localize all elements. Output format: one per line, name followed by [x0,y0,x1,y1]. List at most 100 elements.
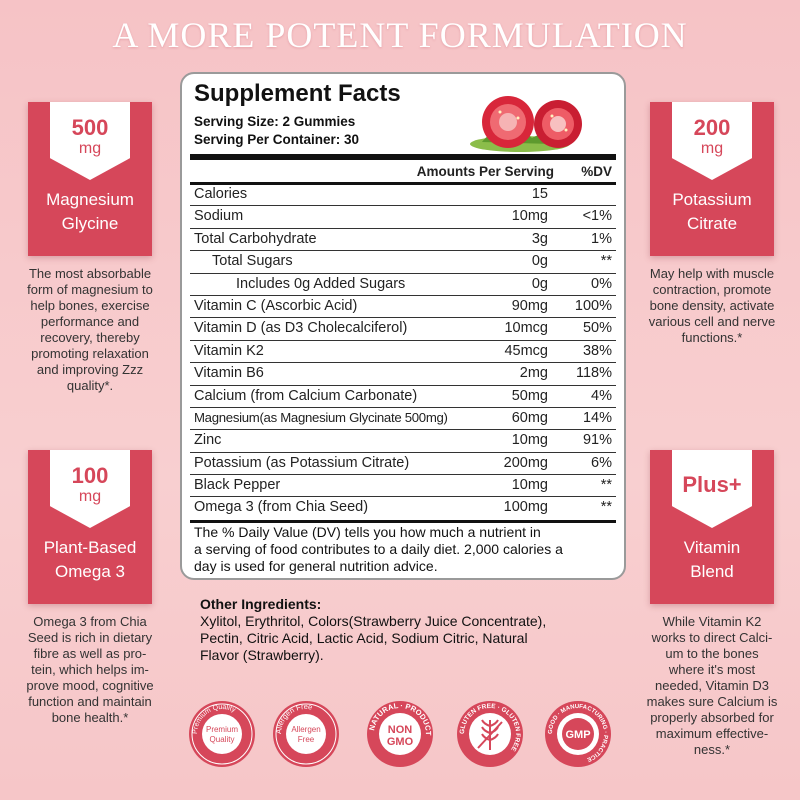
nutrient-dv: 118% [575,365,612,382]
facts-divider [190,182,616,185]
nutrient-name: Potassium (as Potassium Citrate) [194,454,410,471]
nutrient-name: Magnesium(as Magnesium Glycinate 500mg) [194,409,448,425]
badge-center-text: GMO [387,736,414,748]
facts-row: Vitamin K2 45mcg 38% [190,341,616,364]
facts-row: Calcium (from Calcium Carbonate) 50mg 4% [190,386,616,408]
nutrient-dv: 91% [582,432,612,449]
dose-unit: mg [78,488,102,505]
dv-header: %DV [581,164,612,179]
facts-row: Magnesium(as Magnesium Glycinate 500mg) 6… [190,408,616,431]
servings-per-container: Serving Per Container: 30 [194,132,360,147]
card-title-line-2: Omega 3 [55,562,125,581]
wheat-icon [477,719,503,750]
nutrient-name: Vitamin K2 [194,342,264,359]
desc-line: function and maintain [28,694,152,709]
card-description: The most absorbable form of magnesium to… [18,266,162,394]
allergen-free-badge: Allergen Free Allergen Free [273,701,339,767]
dose-number: 100 [71,463,109,488]
desc-line: May help with muscle [649,266,775,281]
card-title: Potassium Citrate [650,188,774,236]
note-line: day is used for general nutrition advice… [194,558,438,574]
desc-line: promoting relaxation [31,346,149,361]
nutrient-name: Calories [194,186,248,202]
nutrient-name: Vitamin B6 [194,365,264,382]
nutrient-name: Includes 0g Added Sugars [236,275,406,292]
desc-line: works to direct Calci- [651,630,773,645]
nutrient-amount: 50mg [511,387,548,404]
nutrient-name: Calcium (from Calcium Carbonate) [194,387,418,404]
note-line: a serving of food contributes to a daily… [194,541,563,557]
desc-line: needed, Vitamin D3 [655,678,769,693]
nutrient-dv: 6% [591,454,612,471]
nutrient-dv: 4% [591,387,612,404]
facts-row: Total Carbohydrate 3g 1% [190,229,616,252]
card-title-line-1: Plant-Based [43,538,137,557]
facts-row: Vitamin D (as D3 Cholecalciferol) 10mcg 50… [190,318,616,341]
nutrient-name: Omega 3 (from Chia Seed) [194,499,369,516]
ingredients-line: Pectin, Citric Acid, Lactic Acid, Sodium… [200,630,528,646]
non-gmo-badge: NATURAL · PRODUCT NON GMO [367,701,433,767]
card-title: Magnesium Glycine [28,188,152,236]
desc-line: prove mood, cognitive [26,678,154,693]
desc-line: help bones, exercise [30,298,150,313]
nutrient-amount: 200mg [503,454,548,471]
facts-row: Total Sugars 0g ** [190,251,616,274]
facts-row: Black Pepper 10mg ** [190,475,616,498]
nutrient-dv: 0% [591,275,612,292]
desc-line: contraction, promote [652,282,772,297]
facts-divider [190,154,616,160]
badge-center-text: GMP [565,729,590,741]
page-headline: A MORE POTENT FORMULATION [112,15,688,55]
nutrient-name: Black Pepper [194,477,281,494]
nutrient-dv: 38% [582,342,612,359]
plus-label: Plus+ [682,472,742,497]
facts-row: Sodium 10mg <1% [190,206,616,229]
gluten-free-badge: GLUTEN FREE · GLUTEN FREE [457,701,523,767]
nutrient-name: Vitamin C (Ascorbic Acid) [194,297,358,314]
desc-line: tein, which helps im- [31,662,149,677]
card-title: Plant-Based Omega 3 [28,536,152,584]
card-title-line-2: Blend [690,562,734,581]
desc-line: Seed is rich in dietary [27,630,153,645]
desc-line: functions.* [681,330,743,345]
desc-line: maximum effective- [655,726,769,741]
card-title-line-1: Potassium [672,190,752,209]
facts-rows: Calories 15 Sodium 10mg <1% Total Carbohydr… [190,184,616,520]
desc-line: The most absorbable [28,266,152,281]
nutrient-name: Total Carbohydrate [194,230,317,247]
card-vitamin-blend: Plus+ Vitamin Blend [650,450,774,604]
dose-unit: mg [700,140,724,157]
desc-line: performance and [40,314,140,329]
premium-quality-badge: Premium Quality Premium Quality [189,701,255,767]
facts-row: Zinc 10mg 91% [190,430,616,453]
nutrient-dv: 14% [582,409,612,426]
badge-center-text: Quality [210,735,235,744]
nutrient-amount: 10mg [511,432,548,449]
nutrient-name: Vitamin D (as D3 Cholecalciferol) [194,320,408,337]
desc-line: ness.* [693,742,731,757]
dose-number: 500 [71,115,109,140]
desc-line: Omega 3 from Chia [33,614,147,629]
dose-tab: 200 mg [672,102,752,180]
plus-tab: Plus+ [672,450,752,528]
desc-line: makes sure Calcium is [646,694,778,709]
desc-line: properly absorbed for [650,710,774,725]
supplement-facts-title: Supplement Facts [194,80,401,107]
nutrient-dv: ** [600,253,612,270]
card-title-line-1: Magnesium [46,190,134,209]
nutrient-amount: 45mcg [504,342,548,359]
nutrient-name: Zinc [194,432,222,449]
card-title: Vitamin Blend [650,536,774,584]
card-description: May help with muscle contraction, promot… [640,266,784,346]
badge-center-text: NON [388,724,413,736]
other-ingredients: Other Ingredients: Xylitol, Erythritol, … [200,596,610,664]
ingredients-line: Xylitol, Erythritol, Colors(Strawberry J… [200,613,547,629]
strawberry-image [470,96,582,152]
facts-row: Calories 15 [190,184,616,207]
card-title-line-2: Citrate [686,214,738,233]
nutrient-amount: 90mg [511,297,548,314]
facts-row: Omega 3 (from Chia Seed) 100mg ** [190,497,616,519]
facts-divider [190,520,616,523]
dose-unit: mg [78,140,102,157]
nutrient-amount: 3g [531,230,548,247]
